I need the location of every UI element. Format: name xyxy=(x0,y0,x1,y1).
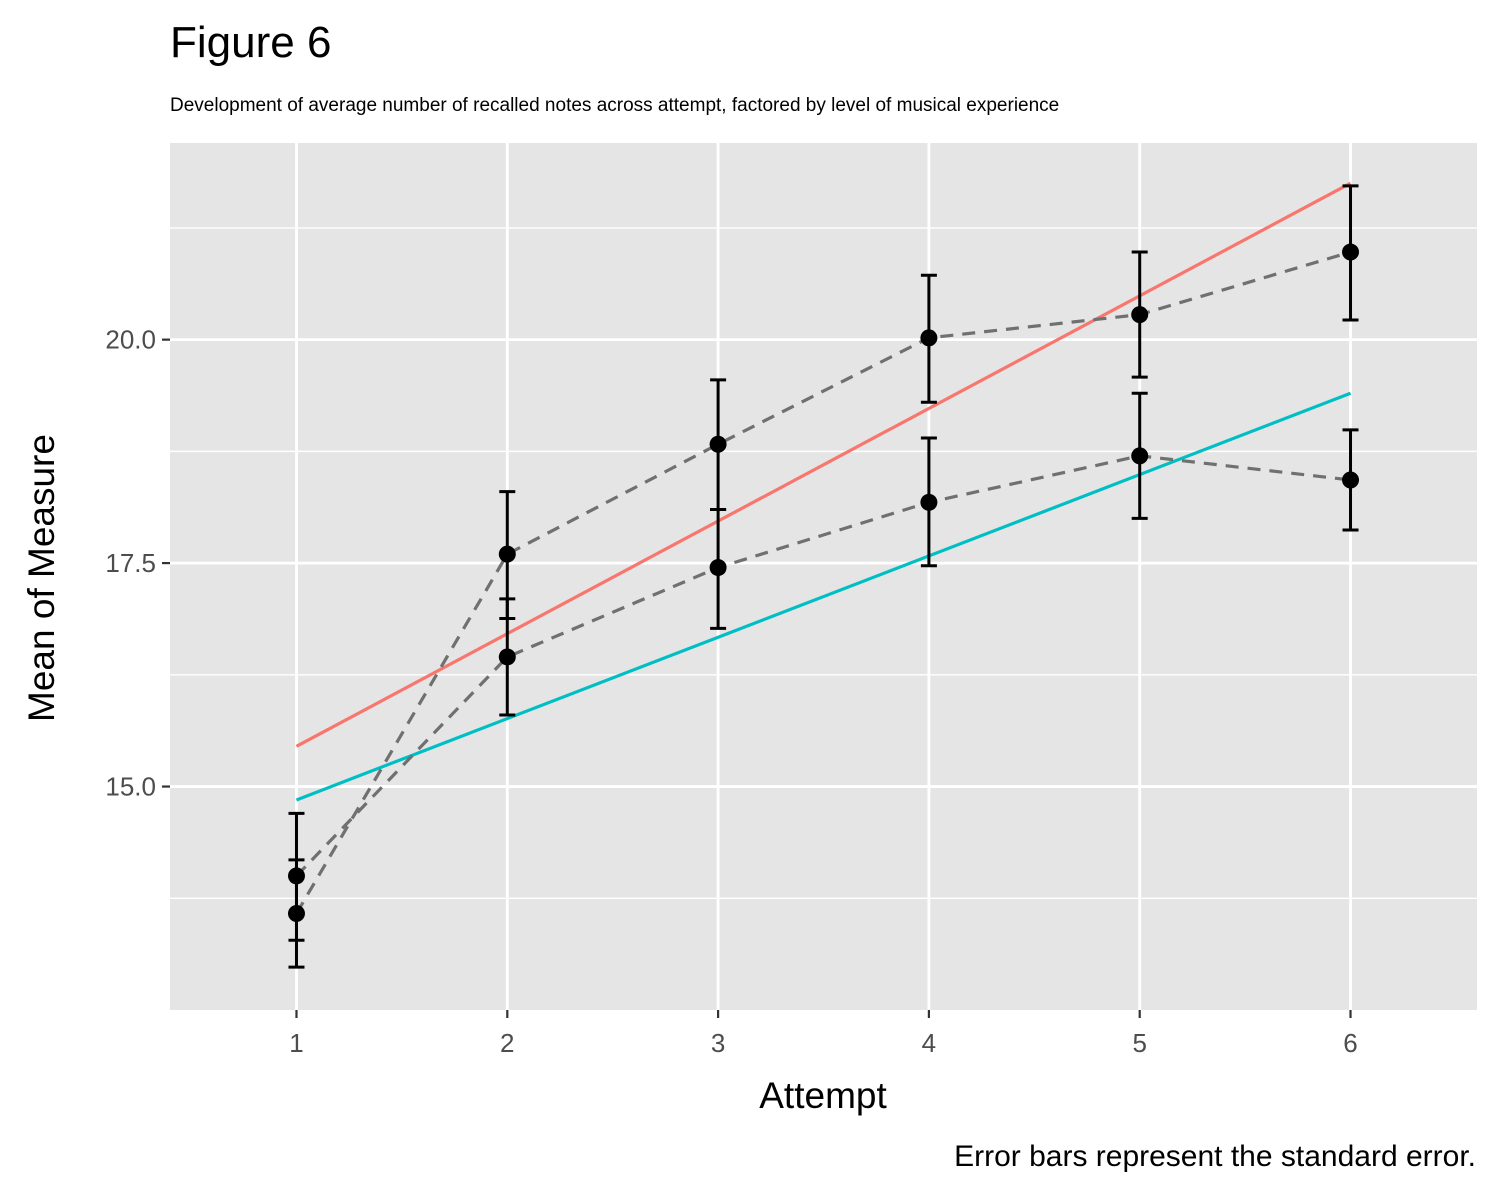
fit-lines xyxy=(295,181,1352,802)
plot-panel xyxy=(170,143,1477,1010)
chart-subtitle: Development of average number of recalle… xyxy=(170,95,1060,116)
data-point xyxy=(920,329,938,347)
chart-title: Figure 6 xyxy=(170,18,332,67)
y-tick-label: 20.0 xyxy=(105,325,156,355)
x-tick-label: 4 xyxy=(922,1028,936,1058)
y-axis-title: Mean of Measure xyxy=(21,434,62,722)
x-tick-label: 1 xyxy=(289,1028,303,1058)
chart-caption: Error bars represent the standard error. xyxy=(954,1140,1476,1173)
x-tick-label: 2 xyxy=(500,1028,514,1058)
grid-minor xyxy=(170,227,1477,899)
x-axis-title: Attempt xyxy=(759,1075,887,1116)
series-line xyxy=(295,454,1351,878)
data-point xyxy=(1342,243,1360,261)
axes: 15.0 17.5 20.0 1 2 3 4 5 6 xyxy=(105,325,1357,1058)
data-point xyxy=(287,867,305,885)
data-point xyxy=(498,648,516,666)
series-line xyxy=(295,250,1351,915)
data-point xyxy=(709,435,727,453)
data-point xyxy=(287,904,305,922)
data-point xyxy=(1131,306,1149,324)
x-tick-label: 5 xyxy=(1132,1028,1146,1058)
data-point xyxy=(920,493,938,511)
y-tick-label: 17.5 xyxy=(105,548,156,578)
data-points xyxy=(287,243,1360,922)
y-tick-label: 15.0 xyxy=(105,772,156,802)
fit-line xyxy=(295,391,1352,802)
fit-line xyxy=(295,181,1352,748)
data-point xyxy=(1342,471,1360,489)
x-tick-label: 3 xyxy=(711,1028,725,1058)
data-point xyxy=(1131,447,1149,465)
x-tick-label: 6 xyxy=(1343,1028,1357,1058)
data-point xyxy=(709,559,727,577)
observed-lines xyxy=(295,250,1351,915)
data-point xyxy=(498,545,516,563)
